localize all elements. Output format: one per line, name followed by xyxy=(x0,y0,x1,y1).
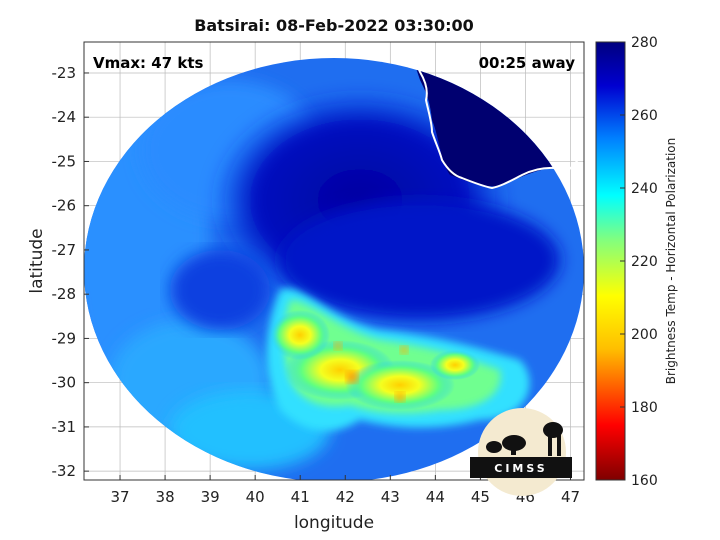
y-tick-label: -30 xyxy=(52,374,77,392)
y-tick-label: -26 xyxy=(52,197,77,215)
x-tick-label: 39 xyxy=(201,488,220,506)
x-tick-label: 37 xyxy=(110,488,129,506)
logo-text: CIMSS xyxy=(494,462,547,475)
y-tick-label: -23 xyxy=(52,64,77,82)
y-tick-label: -29 xyxy=(52,329,77,347)
colorbar-tick-label: 280 xyxy=(631,35,658,51)
x-tick-label: 44 xyxy=(426,488,445,506)
colorbar-tick-label: 160 xyxy=(631,473,658,489)
time-offset-annotation: 00:25 away xyxy=(479,54,576,72)
x-tick-label: 38 xyxy=(156,488,175,506)
x-tick-label: 40 xyxy=(246,488,265,506)
colorbar-label: Brightness Temp - Horizontal Polarizatio… xyxy=(664,138,678,385)
x-tick-label: 45 xyxy=(471,488,490,506)
x-axis-ticks: 37 38 39 40 41 42 43 44 45 46 47 xyxy=(110,475,580,506)
x-tick-label: 41 xyxy=(291,488,310,506)
colorbar-tick-label: 220 xyxy=(631,254,658,270)
y-tick-label: -32 xyxy=(52,462,77,480)
colorbar-tick-label: 240 xyxy=(631,181,658,197)
coastline xyxy=(407,42,584,190)
cimss-logo: CIMSS xyxy=(470,408,572,496)
y-tick-label: -24 xyxy=(52,108,77,126)
x-axis-label: longitude xyxy=(294,513,374,533)
vmax-annotation: Vmax: 47 kts xyxy=(93,54,203,72)
colorbar-ticks: 280 260 240 220 200 180 160 xyxy=(620,35,658,489)
colorbar-tick-label: 200 xyxy=(631,327,658,343)
x-tick-label: 47 xyxy=(561,488,580,506)
y-tick-label: -25 xyxy=(52,152,77,170)
colorbar-tick-label: 260 xyxy=(631,108,658,124)
y-tick-label: -28 xyxy=(52,285,77,303)
y-tick-label: -27 xyxy=(52,241,77,259)
x-tick-label: 42 xyxy=(336,488,355,506)
colorbar-tick-label: 180 xyxy=(631,400,658,416)
y-axis-ticks: -23 -24 -25 -26 -27 -28 -29 -30 -31 -32 xyxy=(52,64,89,480)
y-tick-label: -31 xyxy=(52,418,77,436)
x-tick-label: 43 xyxy=(381,488,400,506)
y-axis-label: latitude xyxy=(27,228,47,293)
chart-title: Batsirai: 08-Feb-2022 03:30:00 xyxy=(194,16,474,35)
